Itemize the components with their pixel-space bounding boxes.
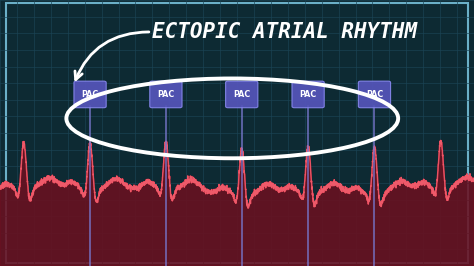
Text: PAC: PAC <box>233 90 250 99</box>
FancyBboxPatch shape <box>150 81 182 108</box>
Text: PAC: PAC <box>157 90 174 99</box>
Text: ECTOPIC ATRIAL RHYTHM: ECTOPIC ATRIAL RHYTHM <box>152 22 417 42</box>
FancyBboxPatch shape <box>358 81 391 108</box>
Text: PAC: PAC <box>366 90 383 99</box>
Text: PAC: PAC <box>300 90 317 99</box>
FancyBboxPatch shape <box>74 81 106 108</box>
FancyBboxPatch shape <box>226 81 258 108</box>
Text: PAC: PAC <box>82 90 99 99</box>
FancyBboxPatch shape <box>292 81 324 108</box>
